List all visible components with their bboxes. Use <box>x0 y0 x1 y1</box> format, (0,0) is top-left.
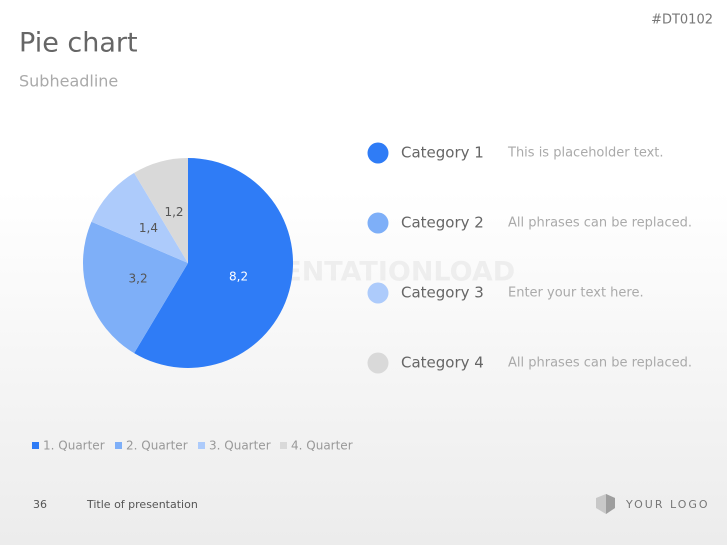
logo-text: YOUR LOGO <box>625 498 710 511</box>
legend-swatch <box>280 442 287 449</box>
legend-label: 2. Quarter <box>126 439 188 453</box>
data-label: 1,2 <box>164 205 183 219</box>
pie-slice <box>134 158 188 263</box>
pie: 8,2 3,2 1,4 1,2 <box>83 158 293 368</box>
legend-label: 3. Quarter <box>209 439 271 453</box>
item-dot <box>367 212 389 234</box>
item-text: This is placeholder text. <box>507 146 664 161</box>
item-text: All phrases can be replaced. <box>508 216 692 231</box>
item-label: Category 1 <box>401 144 484 162</box>
page-number: 36 <box>33 498 47 511</box>
legend-swatch <box>115 442 122 449</box>
subtitle: Subheadline <box>19 72 118 91</box>
legend-swatch <box>198 442 205 449</box>
presentation-title: Title of presentation <box>86 498 198 511</box>
pie-slice <box>83 221 188 354</box>
pie-slice <box>134 158 293 368</box>
legend-label: 1. Quarter <box>43 439 105 453</box>
legend-label: 4. Quarter <box>291 439 353 453</box>
item-label: Category 2 <box>401 214 484 232</box>
item-dot <box>367 142 389 164</box>
item-label: Category 4 <box>401 354 484 372</box>
logo-icon-shade <box>606 494 615 514</box>
pie-slice <box>91 172 188 263</box>
item-text: Enter your text here. <box>508 286 644 301</box>
item-list: Category 1 This is placeholder text. Categ… <box>367 142 692 374</box>
item-label: Category 3 <box>401 284 484 302</box>
legend: 1. Quarter 2. Quarter 3. Quarter 4. Quarter <box>32 439 353 453</box>
data-label: 3,2 <box>129 272 148 286</box>
item-text: All phrases can be replaced. <box>508 356 692 371</box>
legend-swatch <box>32 442 39 449</box>
item-dot <box>367 352 389 374</box>
data-label: 8,2 <box>229 269 248 283</box>
slide-code: #DT0102 <box>651 13 713 28</box>
item-dot <box>367 282 389 304</box>
data-label: 1,4 <box>139 221 158 235</box>
title: Pie chart <box>19 28 138 59</box>
